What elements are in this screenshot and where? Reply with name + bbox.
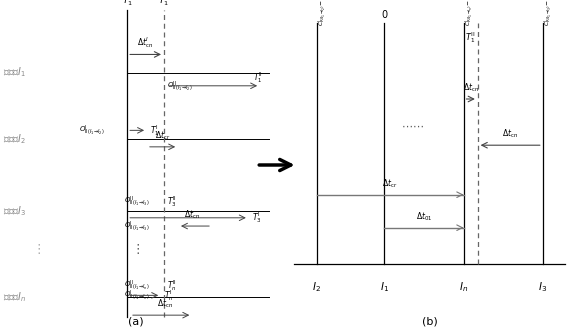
Text: 交叉口$I_1$: 交叉口$I_1$	[3, 66, 26, 80]
Text: 交叉口$I_2$: 交叉口$I_2$	[3, 132, 26, 146]
Text: $O^\mathrm{II}_{\mathrm{II}(I_1\!\to\! I_2)}$: $O^\mathrm{II}_{\mathrm{II}(I_1\!\to\! I…	[167, 79, 192, 93]
Text: $I_3$: $I_3$	[538, 280, 547, 294]
Text: $I_n$: $I_n$	[459, 280, 468, 294]
Text: $T_1^\mathrm{II}$: $T_1^\mathrm{II}$	[158, 0, 170, 8]
Text: $O^\mathrm{II}_{\mathrm{II}(I_1\!\to\! I_3)}$: $O^\mathrm{II}_{\mathrm{II}(I_1\!\to\! I…	[124, 194, 150, 208]
Text: $\vdots$: $\vdots$	[131, 242, 140, 256]
Text: $\Delta t_{\mathrm{cr}}$: $\Delta t_{\mathrm{cr}}$	[383, 177, 398, 190]
Text: $T_1^\mathrm{II}$: $T_1^\mathrm{II}$	[465, 30, 476, 45]
Text: $O^\mathrm{I}_{\mathrm{II}(I_1\!\to\! I_2)}$: $O^\mathrm{I}_{\mathrm{II}(I_1\!\to\! I_…	[79, 123, 105, 137]
Text: $O^\mathrm{II}_{\mathrm{II}(I_1\!\to\! I_n)}$: $O^\mathrm{II}_{\mathrm{II}(I_1\!\to\! I…	[124, 279, 150, 292]
Text: $C^\mathrm{I}_{\mathrm{R}(I_1\!\to\! I_n)}\!-\!C^\mathrm{II}_{\mathrm{R}(I_1\!\t: $C^\mathrm{I}_{\mathrm{R}(I_1\!\to\! I_n…	[464, 0, 475, 26]
Text: $C^\mathrm{I}_{\mathrm{R}(I_1\!\to\! I_3)}\!-\!C^\mathrm{II}_{\mathrm{R}(I_1\!\t: $C^\mathrm{I}_{\mathrm{R}(I_1\!\to\! I_3…	[542, 0, 554, 26]
Text: $\Delta t_{\mathrm{cn}}$: $\Delta t_{\mathrm{cn}}$	[157, 298, 174, 310]
Text: $T_1^\mathrm{I}$: $T_1^\mathrm{I}$	[150, 123, 159, 138]
Text: (b): (b)	[422, 317, 437, 327]
Text: 交叉口$I_3$: 交叉口$I_3$	[3, 204, 26, 218]
Text: $I_2$: $I_2$	[312, 280, 321, 294]
Text: $\Delta t_{\mathrm{cn}}$: $\Delta t_{\mathrm{cn}}$	[184, 209, 200, 221]
Text: $\Delta t_{\mathrm{cn}}^I$: $\Delta t_{\mathrm{cn}}^I$	[138, 35, 154, 50]
Text: 交叉口$I_n$: 交叉口$I_n$	[3, 290, 26, 304]
Text: $C^\mathrm{I}_{\mathrm{R}(I_1\!\to\! I_2)}\!-\!C^\mathrm{II}_{\mathrm{R}(I_1\!\t: $C^\mathrm{I}_{\mathrm{R}(I_1\!\to\! I_2…	[316, 0, 328, 26]
Text: $\Delta t_{01}$: $\Delta t_{01}$	[416, 210, 432, 223]
Text: $\vdots$: $\vdots$	[33, 242, 41, 256]
Text: 0: 0	[381, 10, 388, 20]
Text: $I_1$: $I_1$	[380, 280, 389, 294]
Text: $\Delta t_{\mathrm{cn}}$: $\Delta t_{\mathrm{cn}}$	[502, 128, 518, 140]
Text: $O^\mathrm{I}_{\mathrm{II}(I_1\!\to\! I_3)}$: $O^\mathrm{I}_{\mathrm{II}(I_1\!\to\! I_…	[124, 219, 150, 233]
Text: $O^\mathrm{I}_{\mathrm{II}(I_1\!\to\! I_n)}$: $O^\mathrm{I}_{\mathrm{II}(I_1\!\to\! I_…	[124, 288, 150, 302]
Text: $T_3^\mathrm{II}$: $T_3^\mathrm{II}$	[167, 194, 176, 209]
Text: $T_1^\mathrm{II}$: $T_1^\mathrm{II}$	[253, 70, 263, 85]
Text: $\Delta t_{\mathrm{cn}}$: $\Delta t_{\mathrm{cn}}$	[463, 82, 478, 94]
Text: $T_n^\mathrm{II}$: $T_n^\mathrm{II}$	[167, 278, 176, 293]
Text: $\cdots\cdots$: $\cdots\cdots$	[401, 120, 424, 130]
Text: (a): (a)	[128, 317, 143, 327]
Text: $\Delta t_{\mathrm{cr}}$: $\Delta t_{\mathrm{cr}}$	[155, 129, 170, 142]
Text: $T_3^\mathrm{I}$: $T_3^\mathrm{I}$	[252, 210, 261, 225]
Text: $T_1^\mathrm{I}$: $T_1^\mathrm{I}$	[122, 0, 132, 8]
Text: $T_n^\mathrm{I}$: $T_n^\mathrm{I}$	[164, 288, 174, 303]
